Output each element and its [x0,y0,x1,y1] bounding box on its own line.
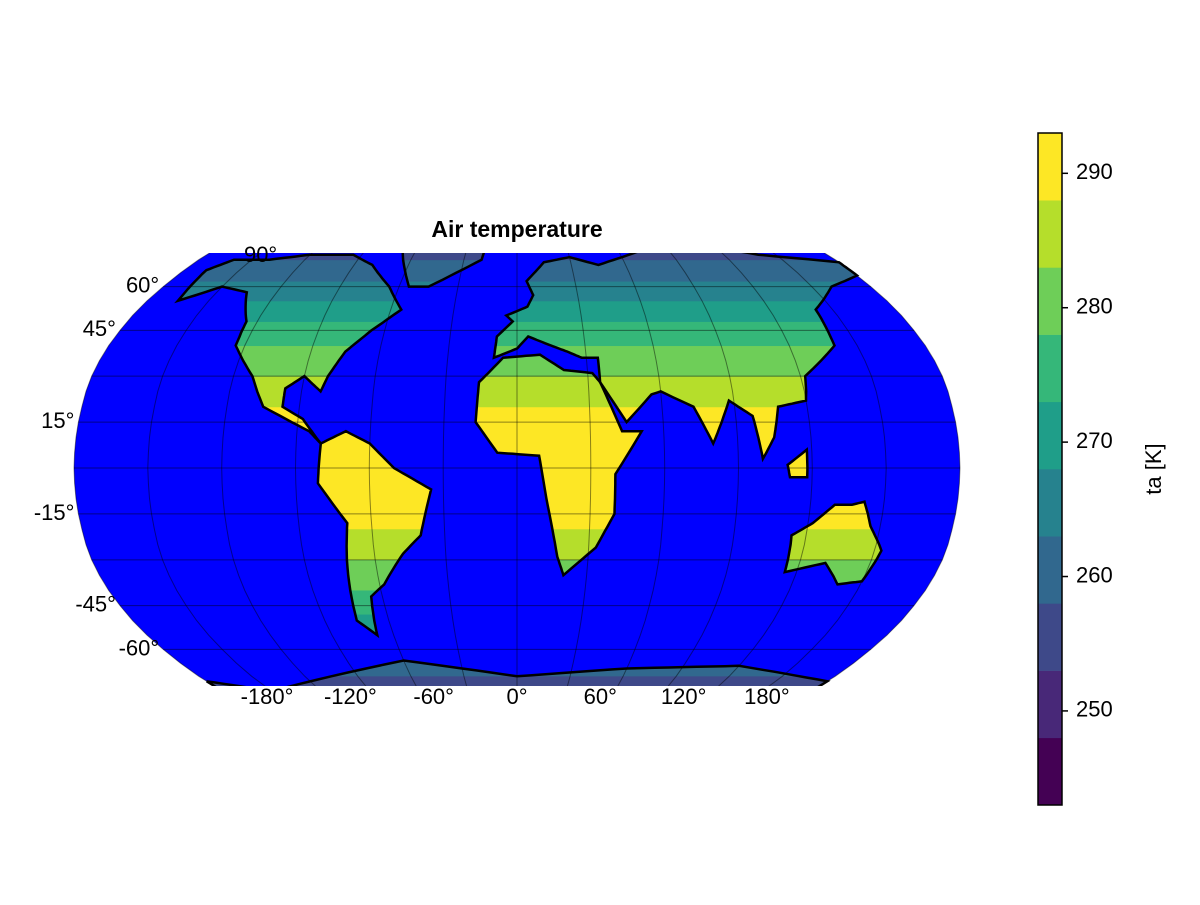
colorbar-tick-label: 270 [1076,428,1113,453]
lon-label: -180° [241,684,294,709]
land-temperature-band [177,676,882,686]
coastline [206,659,831,686]
coastline [401,253,486,288]
lon-label: -120° [324,684,377,709]
meridian [768,253,887,686]
meridian [566,253,592,686]
colorbar-band [1038,334,1062,403]
graticule-labels: 90°60°45°15°-15°-45°-60°-180° -120° -60° 0°… [34,242,790,709]
meridian [147,253,266,686]
coastline [783,500,883,586]
meridian [617,253,666,686]
colorbar-tick-label: 280 [1076,294,1113,319]
lat-label: 60° [126,272,159,297]
lat-label: 90° [244,242,277,267]
colorbar-band [1038,670,1062,739]
colorbar-label: ta [K] [1141,443,1166,494]
lon-label: 0° [506,684,527,709]
meridian [818,253,961,686]
coastline [474,353,644,578]
lat-label: -15° [34,500,75,525]
meridian [368,253,417,686]
colorbar: 250 260 270 280 290 [1037,132,1113,806]
meridian [667,253,740,686]
lat-label: 45° [83,316,116,341]
colorbar-band [1038,536,1062,604]
meridian [294,253,367,686]
colorbar-band [1038,401,1062,470]
lat-label: -45° [75,591,116,616]
land-temperature-band [60,709,970,715]
colorbar-frame [1037,132,1063,806]
colorbar-tick-label: 260 [1076,562,1113,587]
coastline [174,253,403,445]
colorbar-band [1038,469,1062,537]
meridian [442,253,468,686]
lon-label: 60° [584,684,617,709]
colorbar-band [1038,737,1062,806]
meridian [73,253,216,686]
lon-label: 120° [661,684,707,709]
colorbar-band [1038,267,1062,335]
lat-label: 15° [41,408,74,433]
meridian [221,253,317,686]
coastline [786,447,809,479]
colorbar-band [1038,200,1062,268]
lat-label: -60° [119,635,160,660]
coastline [316,429,433,639]
map-title: Air temperature [431,216,602,242]
colorbar-band [1038,133,1062,201]
colorbar-tick-label: 250 [1076,697,1113,722]
map-area [60,253,970,715]
land-temperature-band [177,300,882,322]
lon-label: 180° [744,684,790,709]
lon-label: -60° [413,684,454,709]
meridian [717,253,813,686]
coastline [492,253,860,463]
colorbar-tick-label: 290 [1076,159,1113,184]
colorbar-band [1038,603,1062,671]
